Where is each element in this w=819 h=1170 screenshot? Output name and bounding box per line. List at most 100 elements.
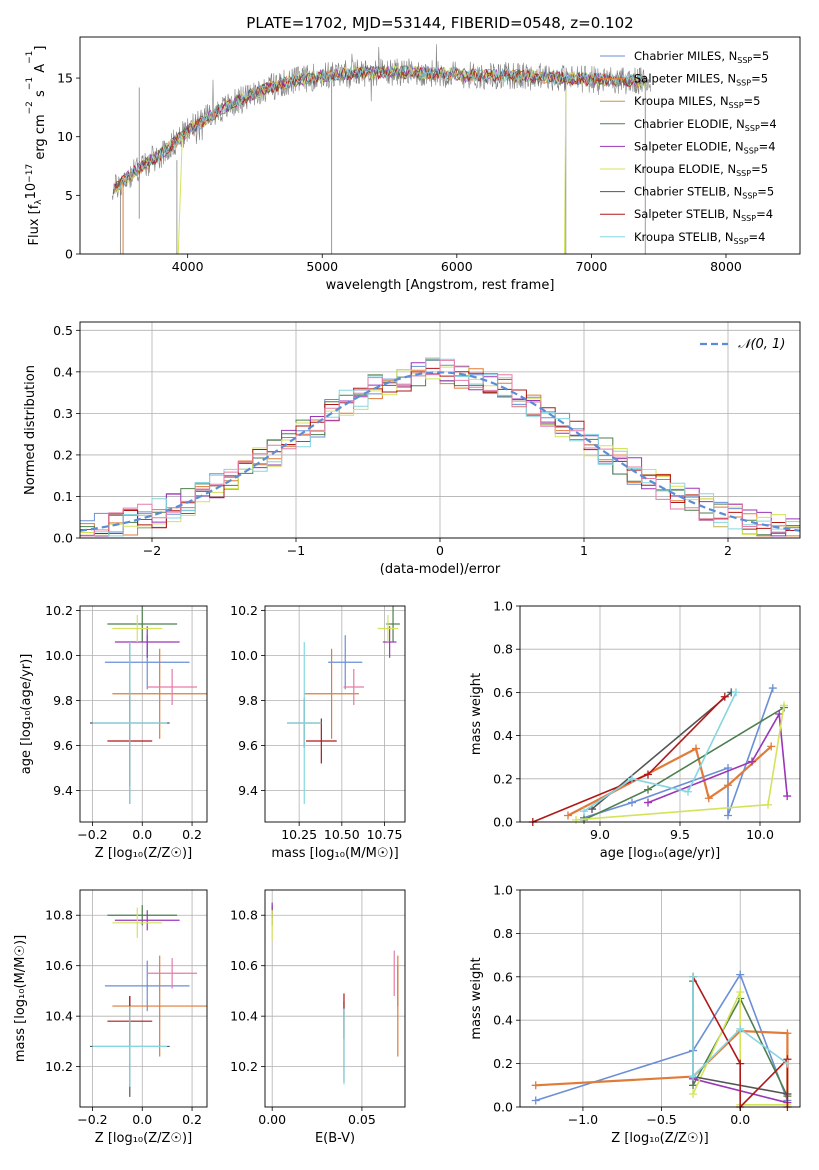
y-tick-label: 10.0 bbox=[230, 648, 258, 663]
y-label-part: erg cm bbox=[33, 114, 48, 163]
x-tick-label: 0.0 bbox=[132, 1112, 152, 1127]
legend-entry: Kroupa STELIB, NSSP=4 bbox=[634, 230, 765, 246]
x-tick-label: −0.2 bbox=[77, 827, 107, 842]
mass-weight-marker bbox=[644, 770, 652, 779]
x-tick-label: 5000 bbox=[306, 259, 338, 274]
y-tick-label: 9.4 bbox=[53, 783, 73, 798]
y-label-part: −1 bbox=[25, 77, 35, 90]
mass-weight-marker bbox=[736, 1024, 745, 1033]
legend-text: Kroupa MILES, N bbox=[634, 94, 729, 108]
mass-weight-marker bbox=[732, 688, 740, 697]
mass-weight-marker bbox=[783, 1059, 792, 1068]
mass-weight-marker bbox=[644, 785, 652, 794]
normal-curve bbox=[80, 371, 800, 532]
legend-text: =5 bbox=[751, 162, 768, 176]
y-tick-label: 0.2 bbox=[493, 1056, 513, 1071]
legend-text: Kroupa ELODIE, N bbox=[634, 162, 736, 176]
legend-subscript: SSP bbox=[737, 56, 752, 65]
legend-text: Chabrier STELIB, N bbox=[634, 185, 742, 199]
y-tick-label: 9.8 bbox=[53, 693, 73, 708]
legend-entry: Salpeter MILES, NSSP=5 bbox=[634, 72, 768, 88]
mass-weight-line bbox=[535, 972, 789, 1102]
y-tick-label: 0.3 bbox=[53, 406, 73, 421]
x-tick-label: 10.50 bbox=[324, 827, 360, 842]
legend-entry: Chabrier ELODIE, NSSP=4 bbox=[634, 117, 777, 133]
mass-weight-marker bbox=[564, 811, 572, 820]
x-axis-label: Z [log₁₀(Z/Z☉)] bbox=[95, 1131, 192, 1146]
y-tick-label: 0.1 bbox=[53, 489, 73, 504]
mass-weight-line bbox=[692, 991, 788, 1106]
y-label-part: ] bbox=[33, 46, 48, 51]
legend-text: =5 bbox=[752, 49, 769, 63]
mass-weight-marker bbox=[736, 970, 745, 979]
legend-text: =5 bbox=[757, 185, 774, 199]
legend-entry: Salpeter ELODIE, NSSP=4 bbox=[634, 139, 776, 155]
legend-subscript: SSP bbox=[736, 79, 751, 88]
mass-weight-marker bbox=[704, 794, 713, 803]
legend-text: =5 bbox=[751, 72, 768, 86]
y-tick-label: 10.8 bbox=[230, 908, 258, 923]
y-tick-label: 10.4 bbox=[230, 1009, 258, 1024]
y-tick-label: 9.8 bbox=[238, 693, 258, 708]
mass-weight-marker bbox=[689, 1089, 698, 1098]
mass-weight-line bbox=[583, 692, 737, 812]
y-tick-label: 0.0 bbox=[493, 1100, 513, 1115]
mass-weight-line bbox=[647, 711, 788, 804]
y-tick-label: 10.6 bbox=[45, 958, 73, 973]
y-tick-label: 10.2 bbox=[230, 603, 258, 618]
y-axis-label: age [log₁₀(age/yr)] bbox=[19, 654, 34, 775]
y-tick-label: 0.2 bbox=[53, 447, 73, 462]
y-tick-label: 0.2 bbox=[493, 771, 513, 786]
x-tick-label: 1 bbox=[580, 543, 588, 558]
y-label-part: s bbox=[33, 90, 48, 101]
histogram-step bbox=[80, 357, 800, 537]
x-axis-label: (data-model)/error bbox=[380, 562, 501, 577]
mass-weight-marker bbox=[783, 792, 792, 801]
y-tick-label: 0.6 bbox=[493, 685, 513, 700]
legend-text: =4 bbox=[760, 117, 777, 131]
legend-subscript: SSP bbox=[736, 169, 751, 178]
x-tick-label: 0.2 bbox=[182, 1112, 202, 1127]
mass-weight-marker bbox=[724, 781, 732, 790]
y-tick-label: 10.2 bbox=[45, 603, 73, 618]
legend-text: Chabrier ELODIE, N bbox=[634, 117, 745, 131]
y-tick-label: 1.0 bbox=[493, 883, 513, 898]
mass-weight-marker bbox=[628, 774, 636, 783]
y-label-part: A bbox=[33, 64, 48, 77]
x-axis-label: age [log₁₀(age/yr)] bbox=[600, 846, 721, 861]
y-tick-label: 9.6 bbox=[53, 738, 73, 753]
mass-weight-line bbox=[692, 976, 788, 1079]
legend-entry: Kroupa ELODIE, NSSP=5 bbox=[634, 162, 768, 178]
x-tick-label: 0.0 bbox=[730, 1112, 750, 1127]
legend-subscript: SSP bbox=[741, 214, 756, 223]
mass-weight-marker bbox=[783, 1029, 792, 1038]
x-tick-label: 0.00 bbox=[258, 1112, 286, 1127]
y-tick-label: 0.0 bbox=[53, 531, 73, 546]
legend-text: Salpeter ELODIE, N bbox=[634, 139, 744, 153]
mass-weight-marker bbox=[736, 1059, 745, 1068]
x-tick-label: 4000 bbox=[172, 259, 204, 274]
x-axis-label: Z [log₁₀(Z/Z☉)] bbox=[611, 1131, 708, 1146]
mass-weight-marker bbox=[531, 1081, 540, 1090]
legend-entry: Chabrier STELIB, NSSP=5 bbox=[634, 185, 774, 201]
mass-weight-marker bbox=[768, 684, 777, 693]
y-label-part: −17 bbox=[25, 164, 35, 183]
mass-weight-marker bbox=[724, 811, 732, 820]
axes-frame bbox=[79, 605, 208, 823]
legend-text: =4 bbox=[756, 207, 773, 221]
y-axis-label: mass weight bbox=[469, 957, 484, 1039]
axes-frame bbox=[79, 36, 801, 255]
axes-frame bbox=[79, 889, 208, 1108]
legend-text: =4 bbox=[749, 230, 766, 244]
mass-weight-marker bbox=[720, 692, 729, 701]
x-axis-label: wavelength [Angstrom, rest frame] bbox=[326, 278, 555, 293]
legend-entry: Salpeter STELIB, NSSP=4 bbox=[634, 207, 773, 223]
model-spike bbox=[563, 89, 567, 254]
x-tick-label: 0.0 bbox=[132, 827, 152, 842]
x-tick-label: 2 bbox=[724, 543, 732, 558]
mass-weight-marker bbox=[764, 800, 772, 809]
legend-text: Chabrier MILES, N bbox=[634, 49, 737, 63]
axes-frame bbox=[519, 889, 801, 1108]
y-axis-label: mass [log₁₀(M/M☉)] bbox=[13, 935, 28, 1062]
legend-subscript: SSP bbox=[742, 192, 757, 201]
